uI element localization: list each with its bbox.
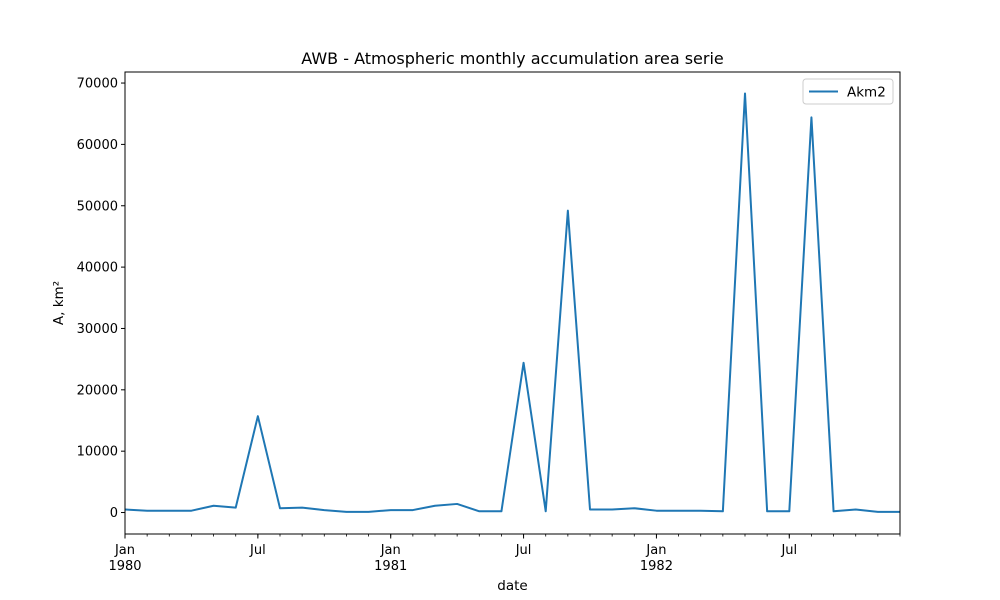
x-tick-label: Jul (515, 543, 532, 558)
chart-title: AWB - Atmospheric monthly accumulation a… (301, 49, 724, 68)
x-tick-year-label: 1980 (108, 559, 141, 574)
legend: Akm2 (802, 78, 894, 105)
y-tick-label: 20000 (77, 383, 118, 398)
y-tick-label: 40000 (77, 261, 118, 276)
legend-box (802, 78, 894, 105)
plot-area (124, 92, 900, 513)
plot-frame (124, 71, 901, 535)
y-tick-label: 10000 (77, 445, 118, 460)
y-tick-label: 60000 (77, 138, 118, 153)
legend-label: Akm2 (847, 85, 886, 101)
x-tick-label: Jan (114, 543, 135, 558)
x-tick-year-label: 1982 (640, 559, 673, 574)
x-tick-year-label: 1981 (374, 559, 407, 574)
y-axis-label: A, km² (51, 281, 67, 325)
x-axis-label: date (497, 578, 527, 594)
y-tick-label: 0 (110, 506, 118, 521)
y-tick-label: 30000 (77, 322, 118, 337)
x-tick-label: Jan (380, 543, 401, 558)
x-tick-label: Jan (645, 543, 666, 558)
series-line-akm2 (124, 92, 900, 513)
y-tick-label: 70000 (77, 77, 118, 92)
y-tick-label: 50000 (77, 199, 118, 214)
x-tick-label: Jul (249, 543, 266, 558)
y-axis-ticks: 0 10000 20000 30000 40000 50000 60000 70000 (77, 77, 125, 521)
x-tick-label: Jul (780, 543, 797, 558)
